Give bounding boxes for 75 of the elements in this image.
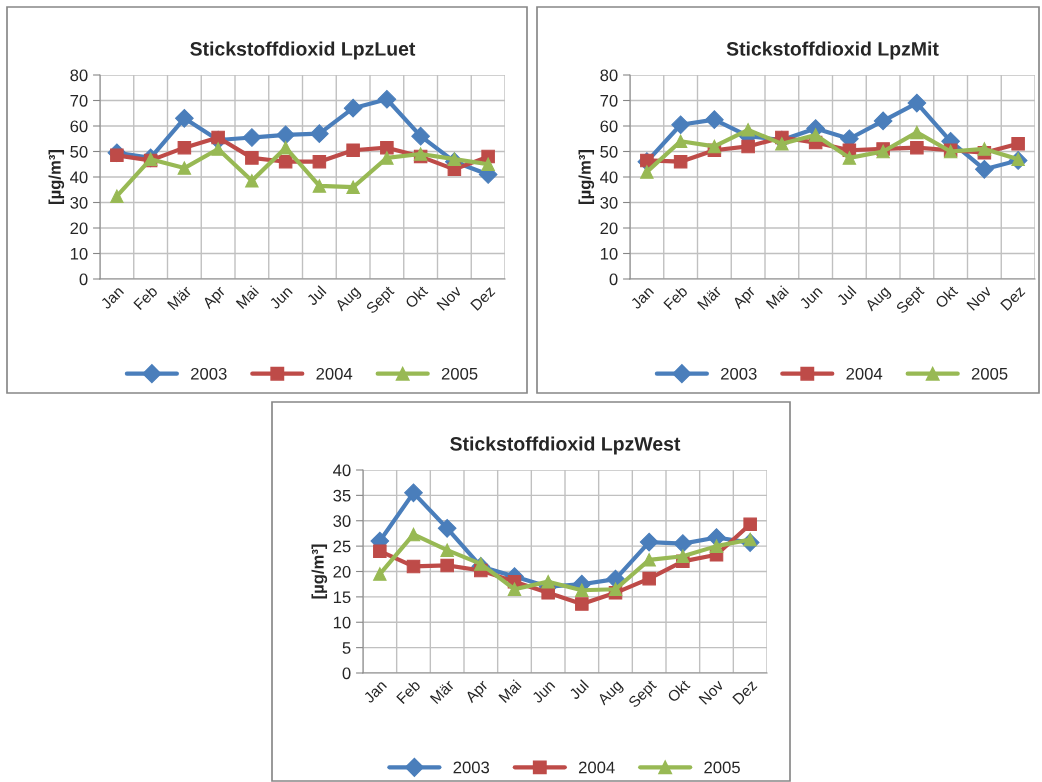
legend-label: 2005 xyxy=(704,761,740,774)
y-tick-label: 40 xyxy=(70,171,88,184)
chart-title: Stickstoffdioxid LpzLuet xyxy=(190,41,416,60)
y-tick-label: 40 xyxy=(600,171,618,184)
y-tick-label: 70 xyxy=(70,94,88,107)
y-tick-label: 30 xyxy=(333,515,351,527)
legend-label: 2004 xyxy=(316,367,353,380)
x-tick-label: Mär xyxy=(429,679,455,705)
legend-label: 2005 xyxy=(441,367,478,380)
x-tick-label: Dez xyxy=(470,285,496,311)
y-axis-title: [µg/m³] xyxy=(311,544,328,599)
y-tick-label: 50 xyxy=(70,145,88,158)
y-tick-label: 80 xyxy=(600,69,618,82)
y-tick-label: 35 xyxy=(333,489,351,502)
x-tick-label: Feb xyxy=(662,285,689,311)
y-tick-label: 20 xyxy=(333,565,351,578)
y-tick-label: 20 xyxy=(70,222,88,235)
y-tick-label: 0 xyxy=(342,667,351,680)
legend-label: 2004 xyxy=(846,367,883,380)
x-tick-label: Dez xyxy=(732,679,758,705)
y-tick-label: 0 xyxy=(79,273,88,286)
x-tick-label: Okt xyxy=(934,284,959,309)
y-tick-label: 30 xyxy=(600,196,618,209)
legend-label: 2005 xyxy=(971,367,1008,380)
legend-label: 2004 xyxy=(578,761,615,774)
y-tick-label: 15 xyxy=(333,591,351,604)
legend-label: 2003 xyxy=(453,761,490,774)
y-tick-label: 60 xyxy=(600,120,618,133)
x-tick-label: Mai xyxy=(497,679,522,704)
chart-title: Stickstoffdioxid LpzWest xyxy=(450,436,681,455)
chart-title: Stickstoffdioxid LpzMit xyxy=(726,41,939,60)
y-tick-label: 30 xyxy=(70,196,88,209)
y-tick-label: 0 xyxy=(609,273,618,286)
x-tick-label: Nov xyxy=(966,284,993,311)
y-tick-label: 60 xyxy=(70,120,88,133)
y-tick-label: 50 xyxy=(600,145,618,158)
y-tick-label: 40 xyxy=(333,464,351,477)
y-tick-label: 80 xyxy=(70,69,88,82)
x-tick-label: Jun xyxy=(268,285,293,310)
x-tick-label: Mär xyxy=(697,285,723,311)
y-tick-label: 20 xyxy=(600,222,618,235)
y-tick-label: 10 xyxy=(70,247,88,260)
y-tick-label: 10 xyxy=(333,616,351,629)
x-tick-label: Aug xyxy=(864,285,893,314)
x-tick-label: Okt xyxy=(666,678,691,703)
x-tick-label: Jun xyxy=(798,285,823,310)
x-tick-label: Jul xyxy=(305,285,327,307)
x-tick-label: Jul xyxy=(568,679,590,701)
x-tick-label: Jul xyxy=(835,285,857,307)
x-tick-label: Jan xyxy=(630,285,655,310)
y-tick-label: 25 xyxy=(333,540,351,553)
x-tick-label: Dez xyxy=(1000,285,1026,311)
y-tick-label: 5 xyxy=(342,642,351,654)
x-tick-label: Nov xyxy=(436,284,463,311)
y-tick-label: 10 xyxy=(600,247,618,260)
x-tick-label: Apr xyxy=(464,679,491,706)
y-axis-title: [µg/m³] xyxy=(48,149,65,205)
x-tick-label: Jan xyxy=(362,679,388,704)
x-tick-label: Mär xyxy=(167,285,193,311)
x-tick-label: Feb xyxy=(132,285,159,311)
x-tick-label: Apr xyxy=(201,285,229,312)
x-tick-label: Okt xyxy=(404,284,429,309)
x-tick-label: Aug xyxy=(596,679,625,708)
x-tick-label: Aug xyxy=(334,285,363,314)
x-tick-label: Mai xyxy=(235,285,260,310)
y-tick-label: 70 xyxy=(600,94,618,107)
x-tick-label: Nov xyxy=(698,678,725,705)
legend-label: 2003 xyxy=(191,367,227,380)
x-tick-label: Jun xyxy=(531,679,556,704)
x-tick-label: Mai xyxy=(765,285,790,310)
y-axis-title: [µg/m³] xyxy=(578,149,595,205)
x-tick-label: Jan xyxy=(100,285,125,310)
x-tick-label: Apr xyxy=(731,285,759,312)
x-tick-label: Feb xyxy=(395,679,421,705)
legend-label: 2003 xyxy=(721,367,757,380)
